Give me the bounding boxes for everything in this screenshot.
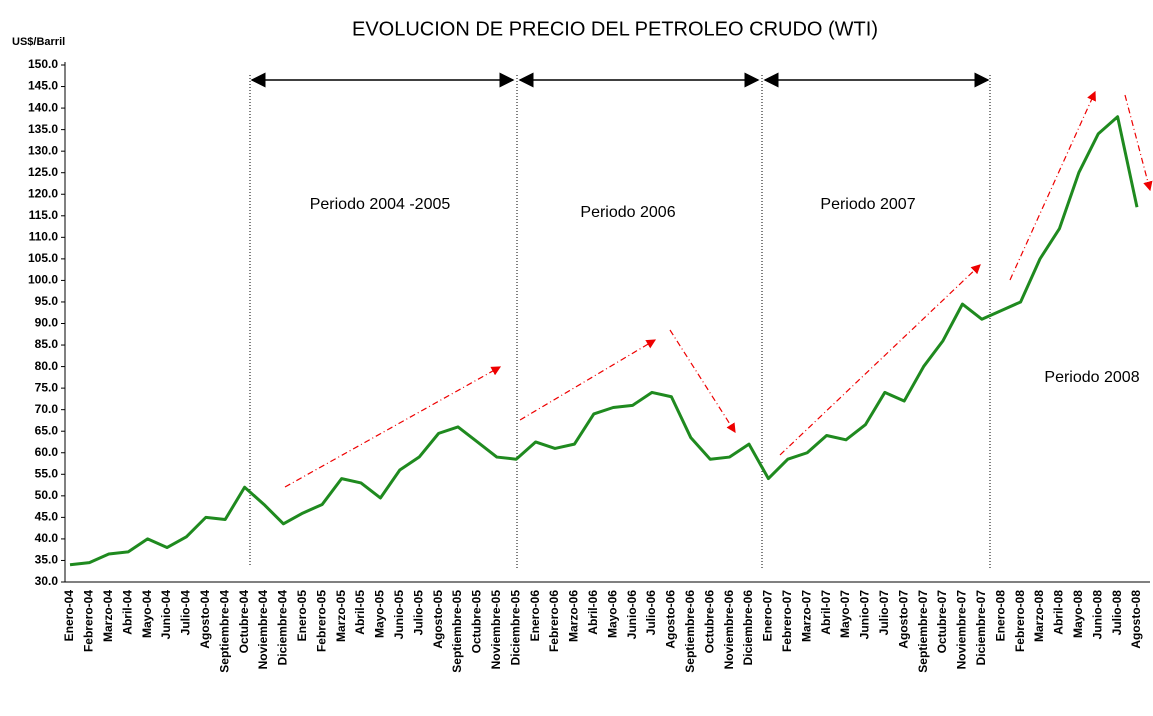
- x-tick-label: Enero-06: [528, 590, 542, 642]
- x-tick-label: Enero-07: [761, 590, 775, 642]
- x-tick-label: Diciembre-04: [276, 590, 290, 666]
- annotation: Periodo 2004 -2005: [310, 196, 451, 213]
- x-tick-label: Julio-05: [411, 590, 425, 636]
- x-tick-label: Diciembre-07: [974, 590, 988, 666]
- y-tick-label: 80.0: [35, 359, 59, 373]
- x-tick-label: Mayo-06: [605, 590, 619, 638]
- y-tick-label: 115.0: [29, 208, 59, 222]
- x-tick-label: Junio-06: [625, 590, 639, 640]
- y-tick-label: 70.0: [35, 402, 59, 416]
- y-tick-label: 90.0: [35, 316, 59, 330]
- x-tick-label: Enero-08: [993, 590, 1007, 642]
- y-tick-label: 145.0: [28, 79, 58, 93]
- x-tick-label: Agosto-07: [896, 590, 910, 649]
- x-tick-label: Marzo-06: [567, 590, 581, 642]
- x-tick-label: Mayo-05: [373, 590, 387, 638]
- period-dividers: [249, 75, 991, 568]
- x-tick-label: Julio-08: [1110, 590, 1124, 636]
- x-tick-label: Junio-04: [159, 590, 173, 640]
- y-tick-label: 120.0: [28, 186, 58, 200]
- x-tick-label: Julio-07: [877, 590, 891, 636]
- x-tick-label: Marzo-08: [1032, 590, 1046, 642]
- y-tick-label: 60.0: [35, 445, 59, 459]
- x-tick-label: Enero-05: [295, 590, 309, 642]
- x-tick-label: Mayo-04: [140, 590, 154, 638]
- x-tick-label: Agosto-05: [431, 590, 445, 649]
- x-tick-label: Octubre-05: [470, 590, 484, 654]
- x-tick-label: Septiembre-07: [916, 590, 930, 673]
- x-tick-label: Abril-04: [120, 590, 134, 635]
- x-tick-label: Septiembre-05: [450, 590, 464, 673]
- x-tick-label: Marzo-04: [101, 590, 115, 642]
- chart-title: EVOLUCION DE PRECIO DEL PETROLEO CRUDO (…: [352, 18, 878, 40]
- x-tick-label: Octubre-07: [935, 590, 949, 654]
- y-tick-label: 105.0: [28, 251, 58, 265]
- x-tick-label: Abril-06: [586, 590, 600, 635]
- x-tick-label: Mayo-08: [1071, 590, 1085, 638]
- y-tick-label: 30.0: [35, 574, 59, 588]
- x-tick-label: Septiembre-04: [217, 590, 231, 673]
- x-tick-label: Abril-07: [819, 590, 833, 635]
- x-tick-label: Febrero-04: [82, 590, 96, 652]
- x-tick-label: Junio-07: [858, 590, 872, 640]
- x-tick-label: Julio-06: [644, 590, 658, 636]
- y-tick-label: 55.0: [35, 466, 59, 480]
- x-tick-label: Abril-05: [353, 590, 367, 635]
- x-tick-label: Septiembre-06: [683, 590, 697, 673]
- y-tick-label: 125.0: [28, 165, 58, 179]
- x-tick-label: Enero-04: [62, 590, 76, 642]
- y-tick-label: 130.0: [28, 143, 58, 157]
- x-tick-label: Diciembre-06: [741, 590, 755, 666]
- y-tick-label: 110.0: [29, 230, 59, 244]
- trend-arrows: [284, 90, 1153, 488]
- x-tick-label: Febrero-05: [314, 590, 328, 652]
- x-tick-label: Junio-08: [1090, 590, 1104, 640]
- x-tick-label: Abril-08: [1052, 590, 1066, 635]
- x-tick-label: Noviembre-07: [955, 590, 969, 670]
- x-tick-label: Febrero-07: [780, 590, 794, 652]
- y-tick-label: 40.0: [35, 531, 59, 545]
- x-tick-label: Febrero-06: [547, 590, 561, 652]
- x-tick-label: Noviembre-05: [489, 590, 503, 670]
- x-tick-label: Agosto-04: [198, 590, 212, 649]
- data-line: [69, 115, 1139, 567]
- y-tick-label: 150.0: [28, 57, 58, 71]
- annotation: Periodo 2008: [1044, 369, 1139, 386]
- x-tick-label: Octubre-04: [237, 590, 251, 654]
- x-tick-label: Junio-05: [392, 590, 406, 640]
- y-tick-label: 100.0: [28, 273, 58, 287]
- y-tick-label: 50.0: [35, 488, 59, 502]
- x-tick-label: Febrero-08: [1013, 590, 1027, 652]
- x-tick-label: Agosto-08: [1129, 590, 1143, 649]
- y-tick-label: 45.0: [35, 510, 59, 524]
- y-tick-label: 75.0: [35, 380, 59, 394]
- annotation: Periodo 2006: [580, 204, 675, 221]
- y-axis-label: US$/Barril: [12, 36, 65, 48]
- y-tick-label: 35.0: [35, 553, 59, 567]
- x-tick-label: Octubre-06: [702, 590, 716, 654]
- x-tick-label: Marzo-07: [799, 590, 813, 642]
- x-tick-label: Marzo-05: [334, 590, 348, 642]
- x-tick-label: Agosto-06: [664, 590, 678, 649]
- y-tick-label: 135.0: [28, 122, 58, 136]
- y-tick-label: 140.0: [28, 100, 58, 114]
- y-tick-label: 65.0: [35, 423, 59, 437]
- x-tick-label: Diciembre-05: [508, 590, 522, 666]
- x-tick-label: Noviembre-04: [256, 590, 270, 670]
- x-tick-label: Julio-04: [179, 590, 193, 636]
- x-tick-label: Noviembre-06: [722, 590, 736, 670]
- annotation: Periodo 2007: [820, 196, 915, 213]
- y-tick-label: 85.0: [35, 337, 59, 351]
- y-tick-label: 95.0: [35, 294, 59, 308]
- x-tick-label: Mayo-07: [838, 590, 852, 638]
